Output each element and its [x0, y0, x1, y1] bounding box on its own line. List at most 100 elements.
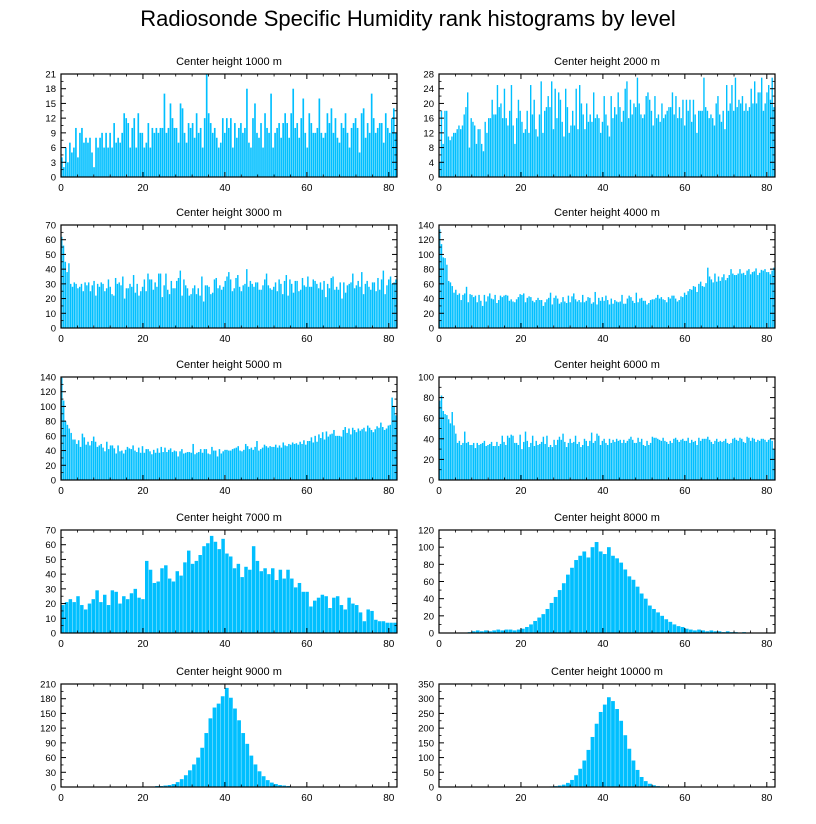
histogram-bar: [147, 449, 149, 480]
histogram-bar: [458, 293, 461, 328]
histogram-bar: [710, 279, 713, 328]
histogram-bar: [210, 294, 212, 328]
histogram-bar: [496, 629, 501, 633]
histogram-bar: [161, 297, 164, 328]
histogram-bar: [93, 167, 95, 177]
histogram-bar: [61, 157, 63, 177]
histogram-bar: [287, 295, 289, 328]
histogram-bar: [560, 302, 562, 328]
histogram-bar: [694, 286, 697, 328]
y-tick-label: 0: [51, 324, 56, 335]
histogram-bar: [666, 110, 668, 177]
histogram-bar: [479, 129, 481, 177]
histogram-bar: [93, 280, 95, 328]
histogram-bar: [261, 776, 266, 787]
histogram-bar: [309, 606, 313, 633]
y-tick-label: 21: [45, 70, 56, 81]
histogram-bar: [442, 257, 445, 328]
histogram-bar: [553, 297, 555, 328]
histogram-bar: [549, 292, 552, 328]
histogram-bar: [338, 142, 341, 177]
histogram-bar: [129, 593, 134, 633]
histogram-bar: [385, 622, 390, 633]
y-tick-label: 60: [45, 431, 56, 442]
histogram-bar: [380, 123, 383, 177]
histogram-bar: [267, 574, 271, 633]
histogram-bar: [222, 286, 225, 328]
histogram-bar: [680, 118, 682, 177]
histogram-bar: [288, 137, 291, 177]
histogram-bar: [573, 125, 576, 177]
histogram-bar: [673, 114, 675, 177]
y-tick-label: 140: [418, 221, 434, 232]
histogram-bar: [326, 283, 329, 328]
histogram-bar: [303, 285, 306, 328]
histogram-bar: [490, 298, 493, 328]
histogram-bar: [68, 428, 71, 480]
histogram-bar: [86, 285, 88, 328]
histogram-bar: [373, 282, 376, 328]
histogram-bar: [203, 118, 206, 177]
histogram-bar: [374, 132, 377, 177]
histogram-bar: [362, 108, 365, 177]
histogram-bar: [696, 132, 698, 177]
histogram-bar: [764, 439, 766, 480]
histogram-bar: [72, 602, 76, 633]
histogram-bar: [447, 136, 450, 177]
histogram-bar: [361, 429, 363, 480]
histogram-bar: [106, 605, 111, 633]
histogram-bar: [673, 295, 675, 328]
histogram-bar: [593, 92, 595, 177]
histogram-bar: [650, 110, 653, 177]
histogram-bar: [672, 624, 677, 633]
histogram-bar: [742, 441, 745, 480]
histogram-bar: [567, 442, 570, 480]
histogram-bar: [439, 400, 441, 480]
histogram-bar: [505, 294, 507, 328]
histogram-bar: [729, 103, 731, 177]
y-tick-label: 70: [45, 221, 56, 232]
histogram-bar: [561, 121, 563, 177]
y-tick-label: 60: [45, 540, 56, 551]
histogram-bar: [610, 298, 613, 328]
histogram-bar: [132, 445, 134, 480]
histogram-bar: [302, 98, 305, 177]
histogram-bar: [755, 103, 758, 177]
histogram-bar: [271, 446, 273, 480]
histogram-bar: [348, 283, 350, 328]
histogram-bar: [692, 441, 695, 480]
histogram-bar: [134, 450, 136, 480]
histogram-bar: [481, 442, 484, 480]
histogram-bar: [181, 108, 184, 177]
x-tick-label: 20: [515, 334, 527, 345]
histogram-bar: [91, 285, 93, 328]
histogram-bar: [387, 425, 390, 480]
histogram-bar: [190, 563, 195, 633]
histogram-bar: [208, 286, 210, 328]
histogram-bar: [601, 440, 604, 480]
histogram-bar: [215, 137, 218, 177]
histogram-bar: [705, 283, 707, 328]
histogram-bar: [757, 275, 759, 328]
histogram-bar: [680, 296, 682, 328]
histogram-bar: [316, 597, 321, 633]
histogram-bar: [328, 607, 332, 633]
histogram-bar: [127, 288, 129, 328]
histogram-bar: [111, 294, 113, 328]
histogram-bar: [374, 429, 376, 480]
panel-title: Center height 7000 m: [176, 512, 282, 524]
histogram-bar: [464, 293, 466, 328]
histogram-bar: [619, 439, 621, 480]
histogram-bar: [558, 92, 560, 177]
histogram-bar: [449, 140, 451, 177]
histogram-bar: [224, 449, 226, 480]
histogram-bar: [276, 127, 278, 177]
histogram-bar: [683, 440, 686, 480]
histogram-bar: [709, 630, 714, 633]
histogram-bar: [556, 298, 559, 328]
histogram-bar: [308, 441, 311, 480]
histogram-bar: [632, 439, 634, 480]
histogram-bar: [233, 708, 237, 787]
histogram-bar: [699, 110, 702, 177]
histogram-bar: [594, 542, 599, 633]
